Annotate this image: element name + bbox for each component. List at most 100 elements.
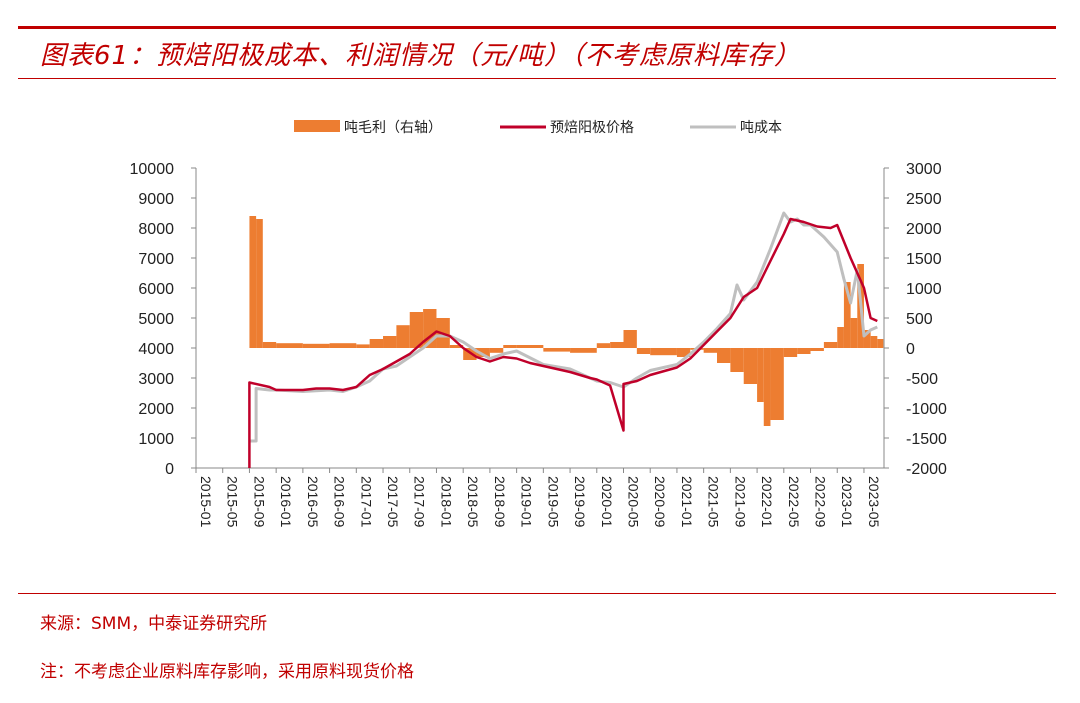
margin-bar bbox=[850, 318, 858, 348]
margin-bar bbox=[396, 325, 410, 348]
margin-bar bbox=[356, 344, 370, 348]
source-note: 来源：SMM，中泰证券研究所 bbox=[40, 614, 268, 634]
margin-bar bbox=[476, 348, 490, 357]
margin-bar bbox=[449, 345, 464, 348]
margin-bar bbox=[570, 348, 597, 353]
x-tick-label: 2019-05 bbox=[545, 476, 561, 528]
left-tick-label: 8000 bbox=[138, 221, 174, 238]
margin-bar bbox=[870, 336, 878, 348]
x-tick-label: 2018-05 bbox=[465, 476, 481, 528]
x-tick-label: 2017-01 bbox=[358, 476, 374, 528]
margin-bar bbox=[489, 348, 504, 353]
x-tick-label: 2018-01 bbox=[438, 476, 454, 528]
top-rule bbox=[18, 26, 1056, 29]
x-tick-label: 2023-05 bbox=[866, 476, 882, 528]
x-tick-label: 2015-05 bbox=[225, 476, 241, 528]
right-tick-label: -500 bbox=[906, 371, 938, 388]
x-tick-label: 2016-09 bbox=[332, 476, 348, 528]
chart: 0100020003000400050006000700080009000100… bbox=[130, 119, 948, 528]
left-tick-label: 1000 bbox=[138, 431, 174, 448]
left-tick-label: 9000 bbox=[138, 191, 174, 208]
margin-bar bbox=[369, 339, 384, 348]
margin-bar bbox=[863, 330, 871, 348]
margin-bar bbox=[383, 336, 397, 348]
margin-bar bbox=[770, 348, 784, 420]
margin-bar bbox=[249, 216, 257, 348]
left-tick-label: 7000 bbox=[138, 251, 174, 268]
right-tick-label: -1000 bbox=[906, 401, 947, 418]
margin-bar bbox=[302, 343, 330, 348]
margin-bar bbox=[610, 342, 624, 348]
margin-bar bbox=[262, 342, 277, 348]
margin-bar bbox=[503, 345, 517, 348]
margin-bar bbox=[676, 348, 691, 357]
x-tick-label: 2015-09 bbox=[251, 476, 267, 528]
legend-label-price: 预焙阳极价格 bbox=[550, 119, 634, 135]
right-tick-label: 3000 bbox=[906, 161, 942, 178]
margin-bar bbox=[877, 339, 884, 348]
margin-bar bbox=[516, 345, 544, 348]
x-tick-label: 2022-09 bbox=[813, 476, 829, 528]
margin-bar bbox=[596, 343, 611, 348]
margin-bar bbox=[256, 219, 263, 348]
legend-label-cost: 吨成本 bbox=[740, 119, 782, 135]
right-tick-label: 500 bbox=[906, 311, 933, 328]
x-tick-label: 2015-01 bbox=[198, 476, 214, 528]
right-tick-label: -1500 bbox=[906, 431, 947, 448]
right-tick-label: 1000 bbox=[906, 281, 942, 298]
margin-bar bbox=[329, 343, 357, 348]
margin-bar bbox=[703, 348, 718, 353]
margin-bar bbox=[730, 348, 744, 372]
right-tick-label: 2500 bbox=[906, 191, 942, 208]
legend-label-margin: 吨毛利（右轴） bbox=[344, 119, 442, 135]
x-tick-label: 2020-05 bbox=[625, 476, 641, 528]
left-tick-label: 6000 bbox=[138, 281, 174, 298]
margin-bar bbox=[823, 342, 838, 348]
x-tick-label: 2020-01 bbox=[599, 476, 615, 528]
margin-bar bbox=[650, 348, 677, 356]
x-tick-label: 2022-01 bbox=[759, 476, 775, 528]
x-tick-label: 2021-05 bbox=[706, 476, 722, 528]
x-tick-label: 2017-09 bbox=[412, 476, 428, 528]
x-tick-label: 2023-01 bbox=[839, 476, 855, 528]
x-tick-label: 2021-01 bbox=[679, 476, 695, 528]
x-tick-label: 2019-09 bbox=[572, 476, 588, 528]
right-tick-label: -2000 bbox=[906, 461, 947, 478]
x-tick-label: 2016-05 bbox=[305, 476, 321, 528]
left-tick-label: 10000 bbox=[130, 161, 175, 178]
margin-bar bbox=[810, 348, 824, 351]
right-tick-label: 2000 bbox=[906, 221, 942, 238]
margin-bar bbox=[837, 327, 844, 348]
footer-rule bbox=[18, 593, 1056, 594]
x-tick-label: 2020-09 bbox=[652, 476, 668, 528]
margin-bar bbox=[797, 348, 811, 354]
footnote: 注：不考虑企业原料库存影响，采用原料现货价格 bbox=[40, 662, 414, 682]
margin-bar bbox=[636, 348, 651, 354]
x-tick-label: 2016-01 bbox=[278, 476, 294, 528]
left-tick-label: 0 bbox=[165, 461, 174, 478]
x-tick-label: 2019-01 bbox=[519, 476, 535, 528]
title-rule bbox=[18, 78, 1056, 79]
margin-bar bbox=[409, 312, 424, 348]
margin-bar bbox=[763, 348, 771, 426]
margin-bar bbox=[757, 348, 764, 402]
anode-price-line bbox=[248, 217, 878, 468]
x-tick-label: 2018-09 bbox=[492, 476, 508, 528]
x-tick-label: 2017-05 bbox=[385, 476, 401, 528]
left-tick-label: 4000 bbox=[138, 341, 174, 358]
left-tick-label: 3000 bbox=[138, 371, 174, 388]
x-tick-label: 2022-05 bbox=[786, 476, 802, 528]
page-title: 图表61：预焙阳极成本、利润情况（元/吨）（不考虑原料库存） bbox=[40, 41, 801, 71]
left-tick-label: 5000 bbox=[138, 311, 174, 328]
margin-bar bbox=[843, 282, 851, 348]
margin-bar bbox=[623, 330, 637, 348]
right-tick-label: 0 bbox=[906, 341, 915, 358]
margin-bar bbox=[276, 343, 303, 348]
margin-bar bbox=[717, 348, 731, 363]
left-tick-label: 2000 bbox=[138, 401, 174, 418]
x-tick-label: 2021-09 bbox=[732, 476, 748, 528]
margin-bar bbox=[743, 348, 758, 384]
margin-bar bbox=[783, 348, 798, 357]
legend-swatch-margin bbox=[294, 120, 340, 132]
right-tick-label: 1500 bbox=[906, 251, 942, 268]
